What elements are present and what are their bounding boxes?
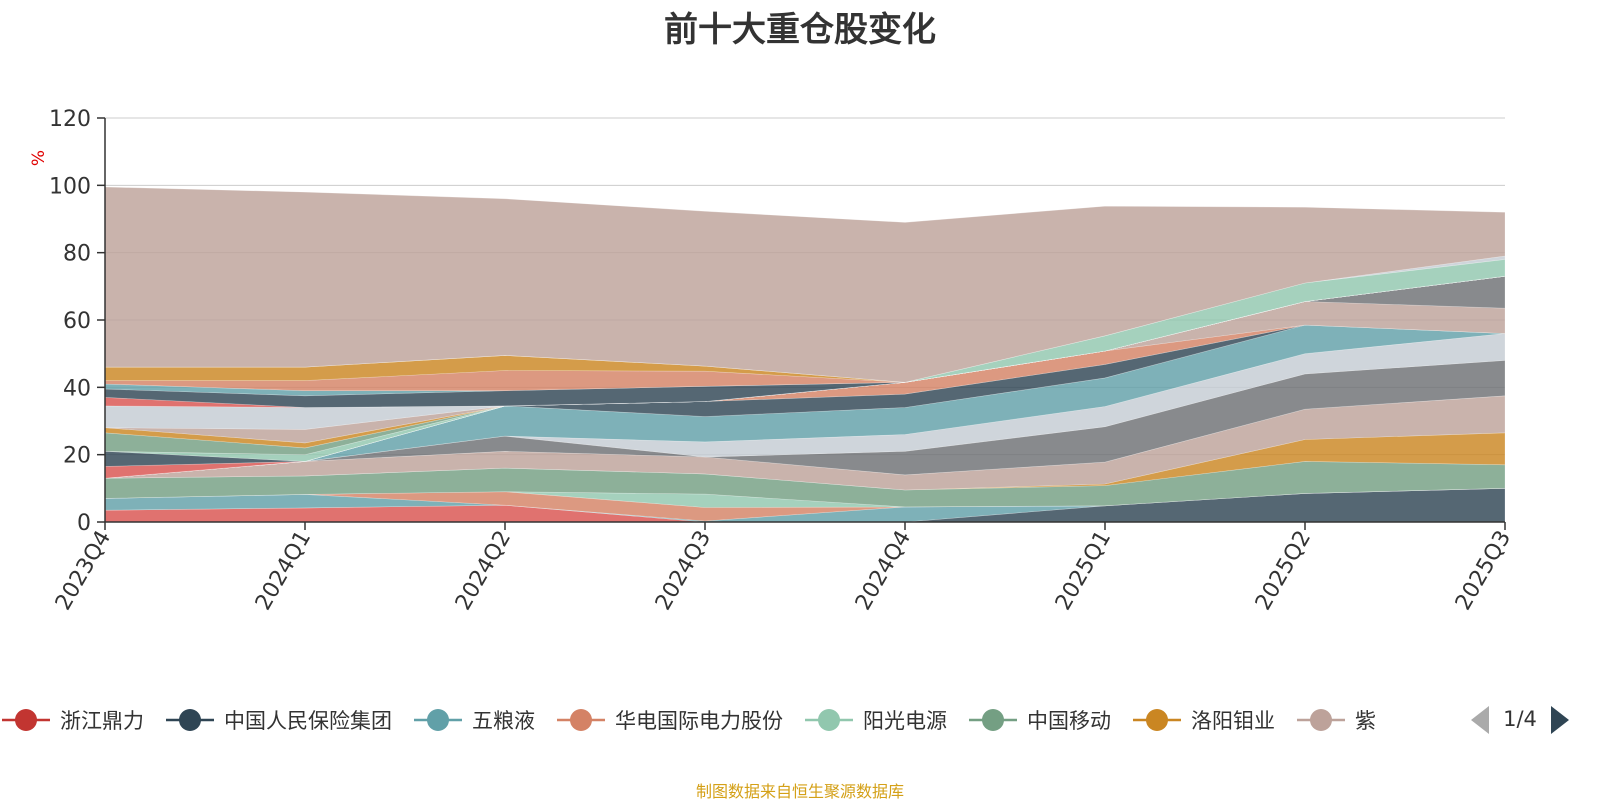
area-series-13 [104, 301, 1506, 479]
legend-label: 中国移动 [1027, 709, 1111, 733]
area-series-5 [104, 461, 1506, 508]
x-tick-label: 2024Q3 [651, 527, 716, 615]
legend-item[interactable]: 中国移动 [968, 709, 1111, 733]
y-axis-unit-label: % [29, 150, 49, 166]
legend-page-indicator: 1/4 [1503, 707, 1537, 731]
legend-prev-arrow-icon[interactable] [1471, 706, 1489, 734]
x-tick-label: 2025Q1 [1051, 527, 1116, 615]
legend-item[interactable]: 五粮液 [413, 709, 535, 733]
legend-circle-marker [15, 709, 37, 731]
legend-label: 浙江鼎力 [60, 709, 144, 733]
legend-item[interactable]: 中国人民保险集团 [165, 709, 392, 733]
legend-label: 华电国际电力股份 [615, 709, 783, 733]
y-tick-label: 80 [63, 242, 91, 267]
x-tick-label: 2024Q4 [851, 527, 916, 615]
y-tick-label: 20 [63, 444, 91, 469]
y-tick-label: 40 [63, 376, 91, 401]
area-series-29 [104, 186, 1506, 383]
legend-label: 五粮液 [472, 709, 535, 733]
legend-label: 中国人民保险集团 [224, 709, 392, 733]
area-series-14 [104, 275, 1506, 479]
y-tick-label: 100 [49, 174, 91, 199]
x-tick-label: 2025Q2 [1251, 527, 1316, 615]
y-tick-label: 0 [77, 511, 91, 536]
y-tick-label: 120 [49, 107, 91, 132]
legend-item[interactable]: 阳光电源 [804, 709, 947, 733]
legend-item[interactable]: 洛阳钼业 [1132, 709, 1275, 733]
x-tick-label: 2024Q2 [451, 527, 516, 615]
y-tick-labels: 0 20 40 60 80 100 120 [49, 107, 105, 536]
x-tick-labels: 2023Q4 2024Q1 2024Q2 2024Q3 2024Q4 2025Q1 2025… [51, 522, 1516, 615]
legend-label: 紫 [1355, 709, 1376, 733]
legend: 浙江鼎力 中国人民保险集团 五粮液 华电国际电力股份 阳光电源 中国移动 洛阳钼业 紫 [2, 709, 1376, 733]
legend-label: 洛阳钼业 [1191, 709, 1275, 733]
legend-next-arrow-icon[interactable] [1551, 706, 1569, 734]
legend-item[interactable]: 华电国际电力股份 [556, 709, 783, 733]
legend-item[interactable]: 紫 [1296, 709, 1376, 733]
legend-circle-marker [1309, 709, 1332, 731]
x-tick-label: 2025Q3 [1451, 527, 1516, 615]
source-note: 制图数据来自恒生聚源数据库 [695, 782, 904, 800]
chart-title: 前十大重仓股变化 [664, 10, 936, 50]
x-tick-label: 2024Q1 [251, 527, 316, 615]
x-tick-label: 2023Q4 [51, 527, 116, 615]
legend-circle-marker [817, 709, 840, 731]
y-tick-label: 60 [63, 309, 91, 334]
legend-circle-marker [426, 709, 449, 731]
legend-circle-marker [981, 709, 1004, 731]
stacked-areas [104, 186, 1506, 523]
legend-item[interactable]: 浙江鼎力 [2, 709, 144, 733]
legend-circle-marker [1145, 709, 1168, 731]
legend-label: 阳光电源 [863, 709, 947, 733]
legend-pager: 1/4 [1471, 706, 1569, 734]
legend-circle-marker [569, 709, 592, 731]
legend-circle-marker [178, 709, 201, 731]
